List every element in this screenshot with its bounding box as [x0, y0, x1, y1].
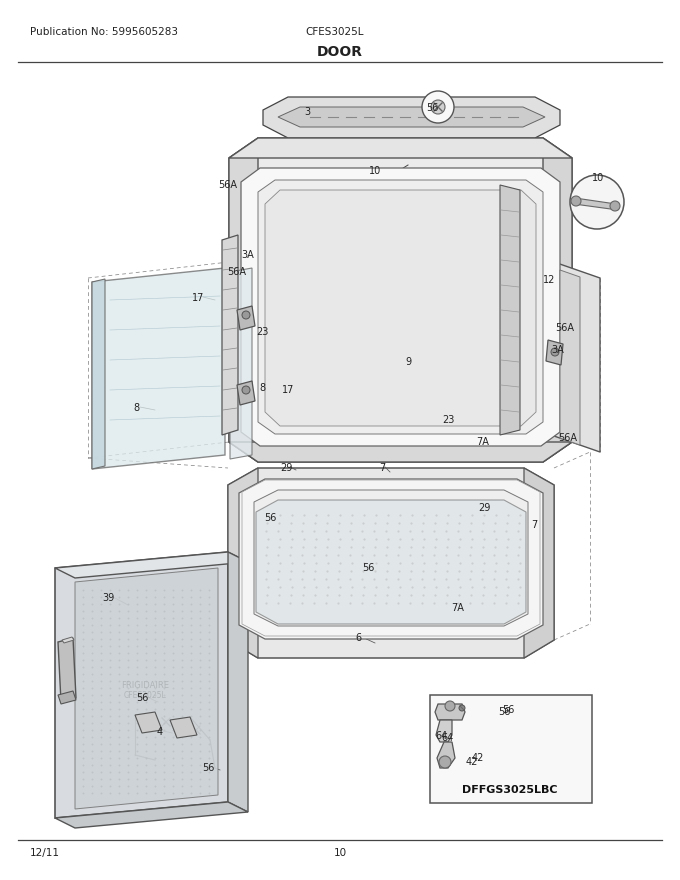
Text: 10: 10	[333, 848, 347, 858]
Polygon shape	[222, 235, 238, 435]
Circle shape	[445, 701, 455, 711]
Polygon shape	[55, 552, 228, 818]
Text: 56: 56	[498, 707, 510, 717]
Text: FRIGIDAIRE: FRIGIDAIRE	[121, 680, 169, 690]
Polygon shape	[229, 138, 572, 462]
Polygon shape	[241, 168, 560, 446]
Circle shape	[242, 386, 250, 394]
Text: 12: 12	[543, 275, 555, 285]
Polygon shape	[254, 490, 528, 626]
Polygon shape	[237, 306, 255, 330]
Text: 64: 64	[436, 731, 448, 741]
Polygon shape	[230, 268, 252, 459]
Text: 29: 29	[478, 503, 490, 513]
Text: DOOR: DOOR	[317, 45, 363, 59]
Text: 7: 7	[531, 520, 537, 530]
Polygon shape	[546, 340, 563, 365]
Text: Publication No: 5995605283: Publication No: 5995605283	[30, 27, 178, 37]
Polygon shape	[228, 552, 248, 812]
Text: 23: 23	[442, 415, 454, 425]
Polygon shape	[58, 638, 76, 702]
Text: 23: 23	[256, 327, 268, 337]
Polygon shape	[229, 138, 572, 158]
Text: 56: 56	[502, 705, 514, 715]
Circle shape	[242, 311, 250, 319]
Circle shape	[551, 348, 559, 356]
Text: 29: 29	[279, 463, 292, 473]
Circle shape	[459, 705, 465, 711]
Text: 8: 8	[133, 403, 139, 413]
Polygon shape	[62, 637, 74, 643]
Polygon shape	[436, 720, 452, 742]
Text: 56A: 56A	[558, 433, 577, 443]
Text: 56A: 56A	[218, 180, 237, 190]
Text: 8: 8	[259, 383, 265, 393]
Polygon shape	[500, 185, 520, 435]
Polygon shape	[228, 468, 554, 658]
Polygon shape	[554, 262, 600, 452]
Text: 56: 56	[202, 763, 214, 773]
Polygon shape	[265, 190, 536, 426]
Text: 56A: 56A	[228, 267, 246, 277]
Text: 9: 9	[405, 357, 411, 367]
Polygon shape	[258, 180, 543, 434]
Text: 56: 56	[362, 563, 374, 573]
Polygon shape	[55, 552, 248, 578]
Polygon shape	[170, 717, 197, 738]
Polygon shape	[543, 138, 572, 462]
Polygon shape	[263, 97, 560, 138]
Polygon shape	[435, 704, 465, 720]
Text: 42: 42	[466, 757, 478, 767]
Text: 56: 56	[264, 513, 276, 523]
Polygon shape	[228, 468, 258, 658]
Circle shape	[431, 100, 445, 114]
Text: 3: 3	[304, 107, 310, 117]
Polygon shape	[92, 279, 105, 469]
Polygon shape	[237, 381, 255, 405]
Polygon shape	[560, 270, 580, 445]
Text: 6: 6	[355, 633, 361, 643]
Polygon shape	[278, 107, 545, 127]
Text: CFES3025L: CFES3025L	[124, 691, 167, 700]
Polygon shape	[574, 198, 618, 210]
Circle shape	[422, 91, 454, 123]
Text: 64: 64	[442, 733, 454, 743]
Polygon shape	[55, 802, 248, 828]
Text: 56: 56	[426, 103, 438, 113]
Text: CFES3025L: CFES3025L	[305, 27, 364, 37]
Polygon shape	[135, 712, 162, 733]
Text: 17: 17	[282, 385, 294, 395]
Text: 10: 10	[592, 173, 604, 183]
Polygon shape	[524, 468, 554, 658]
Polygon shape	[75, 568, 218, 809]
Polygon shape	[229, 138, 258, 462]
Text: 3A: 3A	[241, 250, 254, 260]
Text: 7A: 7A	[452, 603, 464, 613]
Polygon shape	[229, 442, 572, 462]
Text: 7A: 7A	[477, 437, 490, 447]
Bar	[430, 695, 592, 803]
Text: 4: 4	[157, 727, 163, 737]
Circle shape	[610, 201, 620, 211]
Polygon shape	[437, 742, 455, 768]
Polygon shape	[92, 268, 225, 469]
Text: 17: 17	[192, 293, 204, 303]
Text: 39: 39	[102, 593, 114, 603]
Circle shape	[570, 175, 624, 229]
Circle shape	[439, 756, 451, 768]
Text: 3A: 3A	[551, 345, 564, 355]
Polygon shape	[256, 500, 526, 624]
Text: 42: 42	[472, 753, 484, 763]
Text: 7: 7	[379, 463, 385, 473]
Text: DFFGS3025LBC: DFFGS3025LBC	[462, 785, 558, 795]
Text: 10: 10	[369, 166, 381, 176]
Text: 12/11: 12/11	[30, 848, 60, 858]
Circle shape	[571, 196, 581, 206]
Polygon shape	[239, 479, 543, 639]
Text: 56: 56	[136, 693, 148, 703]
Polygon shape	[58, 691, 76, 704]
Text: 56A: 56A	[556, 323, 575, 333]
